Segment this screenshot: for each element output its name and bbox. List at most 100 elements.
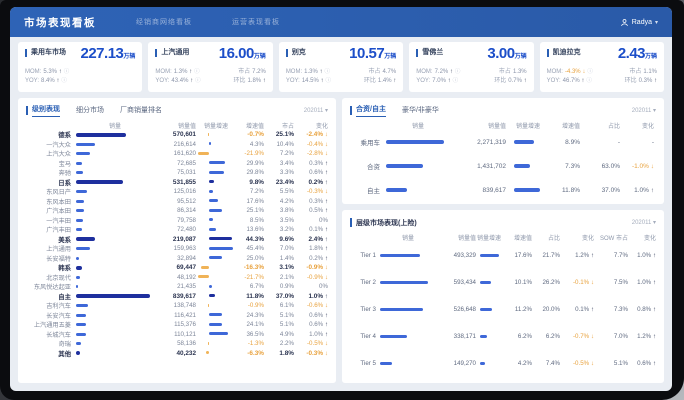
info-icon[interactable]: ⓘ [587,69,593,75]
stat-value: -4.3% [564,69,581,75]
table-row[interactable]: 美系 219,087 44.3% 9.6% 2.4% ↑ [26,235,328,245]
table-row[interactable]: 广汽本田 86,314 25.1% 3.8% 0.5% ↑ [26,206,328,216]
growth-value: 4.3% [249,140,264,148]
info-icon[interactable]: ⓘ [63,69,70,75]
kpi-stat-line: YOY: 8.4% ↑ ⓘ [25,77,69,86]
stat-label: MOM: [25,69,42,75]
table-row[interactable]: 长安汽车 116,421 24.3% 5.1% 0.6% ↑ [26,311,328,321]
date-selector[interactable]: 202011 ▾ [631,220,656,226]
table-row[interactable]: 长安福特 32,894 25.0% 1.4% 0.2% ↑ [26,254,328,264]
kpi-title: 别克 [291,49,306,56]
nav-tab-dealer-network[interactable]: 经销商网络看板 [136,19,192,26]
sales-bar [76,342,154,346]
kpi-stats-left: MOM: 5.3% ↑ ⓘ YOY: 8.4% ↑ ⓘ [25,68,69,86]
table-row[interactable]: 北京现代 48,192 -21.7% 2.1% -0.9% ↓ [26,273,328,283]
row-label: 乘用车 [360,140,381,147]
share-value: 6.2% [545,333,560,340]
column-header: 销量 [411,123,424,130]
table-row[interactable]: Tier 5 149,270 4.2% 7.4% -0.5% ↓ 5.1% 0.6% ↑ [350,350,656,377]
table-row[interactable]: Tier 3 526,648 11.2% 20.0% 0.1% ↑ 7.3% 0.8% ↑ [350,296,656,323]
info-icon[interactable]: ⓘ [61,78,67,84]
growth-bar [196,218,236,222]
kpi-unit: 万辆 [123,54,136,60]
row-label: 长安汽车 [46,312,71,320]
table-row[interactable]: 东风日产 125,016 7.2% 5.5% -0.3% ↓ [26,187,328,197]
jv-domestic-panel: 合资/自主 豪华/非豪华 202011 ▾ 销量 销量值 销量增速 增速值 占比 变化 乘… [342,98,664,204]
tab-jv-domestic[interactable]: 合资/自主 [356,104,386,117]
up-arrow-icon: ↑ [323,330,328,338]
table-row[interactable]: 合资 1,431,702 7.3% 63.0% -1.0% ↓ [350,154,656,178]
sow-share-value: 7.7% [613,252,628,259]
up-arrow-icon: ↑ [648,186,654,194]
up-arrow-icon: ↑ [323,207,328,215]
table-row[interactable]: 东风悦达起亚 21,435 6.7% 0.9% 0% [26,282,328,292]
sales-value: 839,617 [172,292,196,300]
table-row[interactable]: 吉利汽车 138,748 -0.9% 6.1% -0.6% ↓ [26,301,328,311]
table-row[interactable]: 上汽通用 159,963 45.4% 7.0% 1.8% ↑ [26,244,328,254]
table-row[interactable]: 上汽大众 161,620 -21.9% 7.2% -2.8% ↓ [26,149,328,159]
date-selector[interactable]: 202011 ▾ [631,108,656,114]
info-icon[interactable]: ⓘ [194,69,200,75]
table-row[interactable]: 上汽通用五菱 115,376 24.1% 5.1% 0.6% ↑ [26,320,328,330]
table-row[interactable]: 一汽大众 216,614 4.3% 10.4% -0.4% ↓ [26,140,328,150]
table-row[interactable]: 长城汽车 110,121 36.5% 4.9% 1.0% ↑ [26,330,328,340]
share-value: - [617,138,620,146]
accent-bar [546,49,549,57]
sales-value: 138,748 [173,302,196,310]
growth-value: -21.7% [244,273,264,281]
user-menu[interactable]: Radya ▾ [620,18,658,27]
sales-bar [76,180,154,185]
info-icon[interactable]: ⓘ [586,78,592,84]
row-label: Tier 3 [360,306,376,313]
sales-value: 72,480 [177,226,196,234]
table-row[interactable]: 宝马 72,685 29.9% 3.4% 0.3% ↑ [26,159,328,169]
down-arrow-icon: ↓ [323,140,328,148]
share-value: 23.4% [275,178,294,186]
table-row[interactable]: 奔驰 75,031 29.8% 3.3% 0.6% ↑ [26,168,328,178]
stat-label: 市占 [629,69,642,75]
table-row[interactable]: 其他 40,232 -6.3% 1.8% -0.3% ↓ [26,349,328,359]
info-icon[interactable]: ⓘ [195,78,201,84]
stat-label: YOY: [25,78,40,84]
growth-bar [506,164,550,168]
table-row[interactable]: 自主 839,617 11.8% 37.0% 1.0% ↑ [26,292,328,302]
kpi-stat-line: YOY: 14.5% ↑ ⓘ [286,77,331,86]
table-row[interactable]: 自主 839,617 11.8% 37.0% 1.0% ↑ [350,178,656,202]
tab-oem-sales-ranking[interactable]: 厂商销量排名 [120,106,162,114]
tab-sub-market[interactable]: 细分市场 [76,106,104,114]
row-label: 德系 [58,132,71,140]
sales-value: 839,617 [482,186,507,194]
growth-value: -0.9% [247,302,264,310]
table-row[interactable]: 日系 531,855 9.8% 23.4% 0.2% ↑ [26,178,328,188]
share-value: 4.9% [279,330,294,338]
sow-share-value: 7.5% [613,279,628,286]
change-cell: 0.1% ↑ [575,306,594,313]
table-row[interactable]: Tier 2 593,434 10.1% 26.2% -0.1% ↓ 7.5% 1.0% ↑ [350,269,656,296]
table-row[interactable]: 韩系 69,447 -16.3% 3.1% -0.9% ↓ [26,263,328,273]
table-row[interactable]: 奇瑞 58,136 -1.3% 2.2% -0.5% ↓ [26,339,328,349]
table-row[interactable]: Tier 1 493,329 17.6% 21.7% 1.2% ↑ 7.7% 1.0% ↑ [350,242,656,269]
sales-value: 48,192 [177,273,196,281]
kpi-unit: 万辆 [514,54,527,60]
table-row[interactable]: Tier 4 338,171 6.2% 6.2% -0.7% ↓ 7.0% 1.2% ↑ [350,323,656,350]
table-row[interactable]: 一汽丰田 79,758 8.5% 3.5% 0% [26,216,328,226]
panel-header: 级别表现 细分市场 厂商销量排名 202011 ▾ [26,103,328,118]
change-cell: 1.0% ↑ [634,186,654,194]
tab-level-performance[interactable]: 级别表现 [32,104,60,117]
chevron-down-icon: ▾ [654,19,658,26]
date-selector[interactable]: 202011 ▾ [303,108,328,114]
up-arrow-icon: ↑ [187,69,193,75]
growth-bar [196,341,236,346]
sales-value: 149,270 [453,360,476,367]
tab-luxury-nonluxury[interactable]: 豪华/非豪华 [401,106,439,114]
info-icon[interactable]: ⓘ [325,78,332,84]
table-row[interactable]: 乘用车 2,271,319 8.9% - - [350,130,656,154]
change-cell: -2.8% ↓ [307,150,328,158]
table-row[interactable]: 东风本田 95,512 17.6% 4.2% 0.3% ↑ [26,197,328,207]
info-icon[interactable]: ⓘ [324,69,331,75]
info-icon[interactable]: ⓘ [454,69,461,75]
info-icon[interactable]: ⓘ [452,78,459,84]
nav-tab-operations[interactable]: 运营表现看板 [232,19,280,26]
table-row[interactable]: 德系 570,601 -0.7% 25.1% -2.4% ↓ [26,130,328,140]
table-row[interactable]: 广汽丰田 72,480 13.6% 3.2% 0.1% ↑ [26,225,328,235]
